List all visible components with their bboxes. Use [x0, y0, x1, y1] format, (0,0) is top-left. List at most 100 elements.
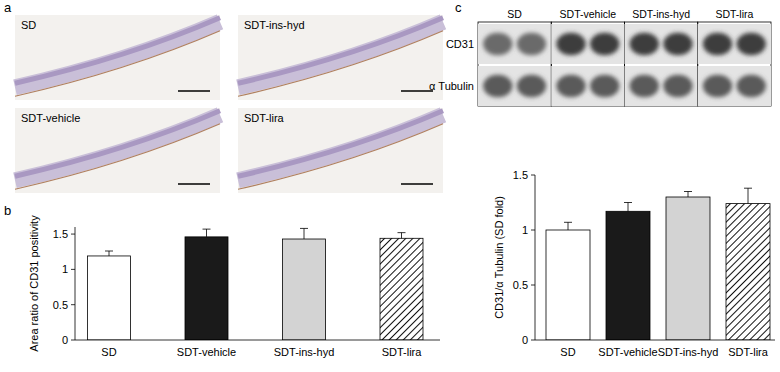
blot-band [556, 33, 585, 55]
bar [185, 237, 228, 340]
y-tick [71, 340, 75, 341]
x-tick-label: SDT-lira [728, 346, 769, 358]
blot-band [663, 75, 692, 97]
micrograph: SDT-lira [238, 108, 443, 193]
bar-chart: bSDSDT-vehicleSDT-ins-hydSDT-lira00.511.… [4, 203, 440, 358]
error-bar [624, 203, 632, 212]
y-tick [531, 285, 535, 286]
blot-band [517, 75, 546, 97]
x-tick-label: SD [101, 346, 116, 358]
error-bar [203, 229, 211, 237]
y-axis [535, 175, 536, 340]
micrograph-bg [15, 15, 220, 100]
error-bar [398, 233, 406, 239]
micrograph: SD [15, 15, 220, 100]
micrograph-bg [238, 15, 443, 100]
x-tick-label: SDT-lira [382, 346, 423, 358]
blot-bg [478, 24, 551, 64]
error-bar [684, 192, 692, 198]
error-stem [628, 203, 629, 212]
retina-layer [15, 111, 220, 176]
blot-row-label: α Tubulin [429, 80, 474, 92]
y-tick-label: 1.5 [513, 169, 528, 181]
error-stem [688, 192, 689, 198]
blot-group-label: SD [507, 8, 522, 20]
x-tick-label: SDT-vehicle [177, 346, 236, 358]
scale-bar [401, 183, 433, 185]
marks [88, 228, 424, 340]
error-stem [748, 188, 749, 203]
error-stem [304, 228, 305, 239]
scale-bar [178, 90, 210, 92]
y-axis [75, 227, 76, 340]
blot-band [703, 75, 732, 97]
x-tick-label: SDT-ins-hyd [658, 346, 719, 358]
cd31-stain [15, 124, 220, 189]
blot-band [590, 33, 619, 55]
error-bar [744, 188, 752, 203]
blot-row-label: CD31 [446, 38, 474, 50]
bar [88, 256, 131, 340]
y-tick [71, 304, 75, 305]
blot-frame [625, 22, 698, 106]
y-tick-label: 0 [62, 334, 68, 346]
error-cap [564, 222, 572, 223]
panel-label: b [4, 203, 11, 218]
blot-band [556, 75, 585, 97]
blot-band [630, 75, 659, 97]
retina-layer [15, 18, 220, 83]
error-stem [401, 233, 402, 239]
blot-bg [625, 66, 698, 106]
bar [726, 204, 770, 340]
y-tick [71, 234, 75, 235]
blot-frame [551, 22, 624, 106]
error-cap [300, 228, 308, 229]
micrograph-label: SDT-ins-hyd [244, 19, 305, 31]
x-axis [535, 340, 775, 341]
blot-band [483, 33, 512, 55]
blot-bg [625, 24, 698, 64]
blot-bg [551, 66, 624, 106]
micrograph-label: SD [21, 19, 36, 31]
y-tick-label: 0.5 [513, 279, 528, 291]
blot-band [517, 33, 546, 55]
bar [666, 197, 710, 340]
bar [380, 238, 423, 340]
cd31-stain [15, 31, 220, 96]
micrograph: SDT-ins-hyd [238, 15, 443, 100]
blot-frame [478, 22, 551, 106]
micrograph: SDT-vehicle [15, 108, 220, 193]
y-tick [531, 340, 535, 341]
micrograph-bg [15, 108, 220, 193]
y-tick-label: 1.5 [53, 228, 68, 240]
bar-chart: SDSDT-vehicleSDT-ins-hydSDT-lira00.511.5… [493, 169, 775, 358]
error-cap [203, 229, 211, 230]
x-axis [75, 340, 440, 341]
blot-frame [698, 22, 771, 106]
scale-bar [178, 183, 210, 185]
blot-bg [698, 24, 771, 64]
blot-band [737, 33, 766, 55]
y-tick-label: 0.5 [53, 299, 68, 311]
y-axis-label: CD31/α Tubulin (SD fold) [493, 196, 505, 319]
bar [546, 230, 590, 340]
error-bar [105, 251, 113, 256]
blot-bg [551, 24, 624, 64]
micrograph-label: SDT-lira [244, 112, 285, 124]
error-stem [206, 229, 207, 237]
y-tick [531, 230, 535, 231]
cd31-stain [238, 31, 443, 96]
error-cap [105, 251, 113, 252]
x-tick-label: SD [560, 346, 575, 358]
bar [606, 211, 650, 340]
error-bar [300, 228, 308, 239]
blot-band [483, 75, 512, 97]
blot-band [630, 33, 659, 55]
blot-bg [478, 66, 551, 106]
retina-layer [238, 111, 443, 176]
micrograph-bg [238, 108, 443, 193]
marks [546, 188, 770, 340]
blot-band [663, 33, 692, 55]
error-cap [398, 232, 406, 233]
error-cap [624, 202, 632, 203]
